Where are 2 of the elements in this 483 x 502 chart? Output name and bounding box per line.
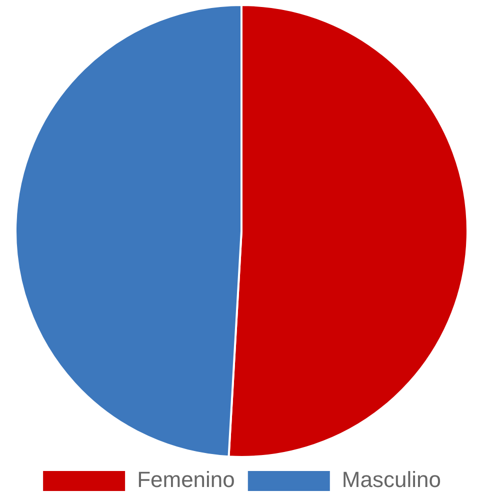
legend-label: Masculino: [342, 467, 441, 492]
legend-label: Femenino: [137, 467, 235, 492]
